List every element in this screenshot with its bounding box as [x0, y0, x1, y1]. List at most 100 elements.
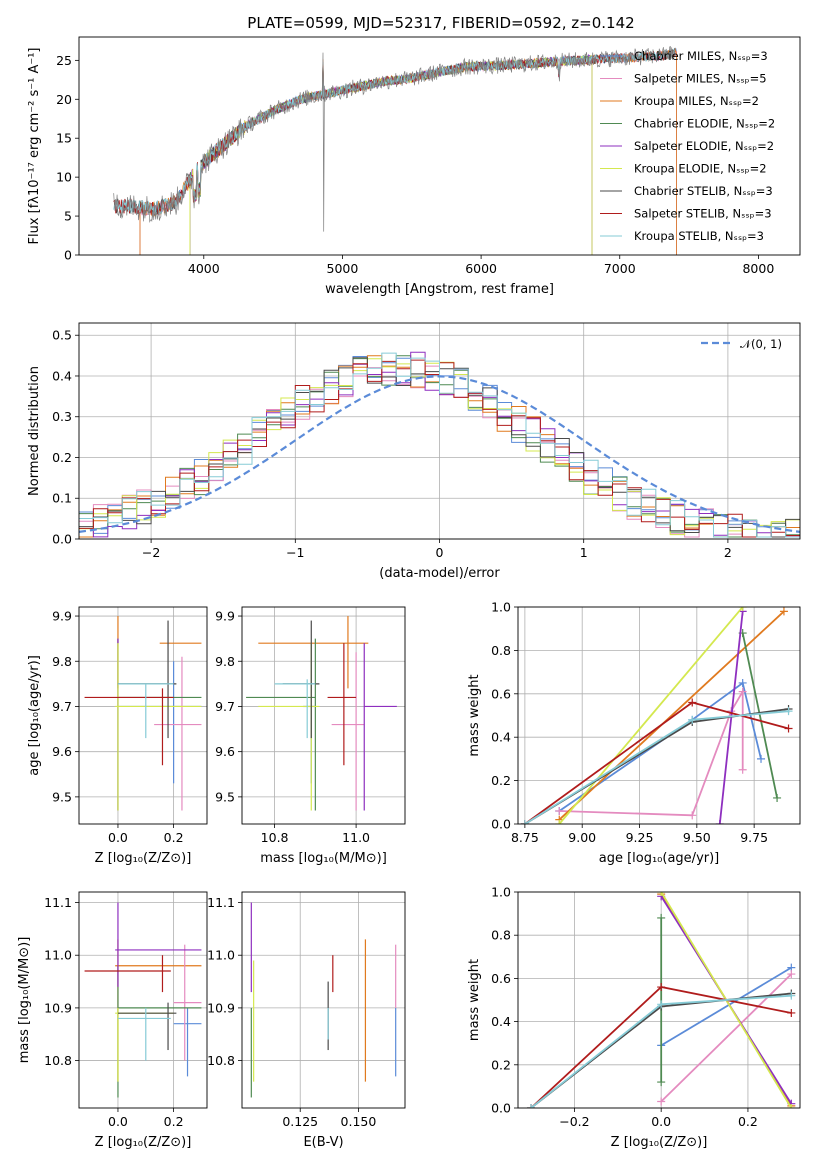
y-tick-label: 25 [56, 53, 72, 68]
y-tick-label: 0.8 [491, 928, 511, 943]
x-tick-label: 0.2 [738, 1114, 758, 1129]
y-tick-label: 11.1 [207, 895, 235, 910]
data-spectrum [113, 45, 676, 232]
x-tick-label: 11.0 [342, 830, 370, 845]
mass-weight-point-kroupa_stelib [784, 707, 793, 716]
mass-weight-line-salpeter_elodie [718, 611, 744, 824]
plot-area-massweight_vs_Z [527, 892, 796, 1108]
plot-area-mass_vs_Z [84, 902, 202, 1098]
y-tick-label: 20 [56, 92, 72, 107]
mass-weight-point-salpeter_miles [738, 687, 747, 696]
model-spectrum-kroupa_elodie [189, 55, 593, 255]
y-tick-label: 9.8 [52, 654, 72, 669]
y-tick-label: 9.9 [52, 609, 72, 624]
x-tick-label: 0.2 [164, 830, 184, 845]
legend: 𝒩(0, 1) [701, 337, 782, 351]
figure-title: PLATE=0599, MJD=52317, FIBERID=0592, z=0… [247, 14, 634, 32]
y-tick-label: 9.8 [215, 654, 235, 669]
mass-weight-point-salpeter_stelib [787, 1008, 796, 1017]
mass-weight-point-kroupa_miles [779, 607, 788, 616]
mass-weight-point-kroupa_elodie [555, 820, 564, 824]
axes-residuals: −2 −1 0 1 2 0.0 0.1 0.2 0.3 0.4 0.5 (data-model)/er… [27, 322, 801, 581]
axes-age_vs_Z: 0.0 0.2 9.5 9.6 9.7 9.8 9.9 Z [log₁₀(Z/Z⊙)] age … [27, 606, 208, 866]
axes-mass_vs_ebv: 0.125 0.150 10.8 10.9 11.0 11.1 E(B-V) [207, 891, 406, 1150]
mass-weight-point-chabrier_elodie [773, 793, 782, 802]
y-tick-label: 10.8 [44, 1053, 72, 1068]
mass-weight-point-salpeter_stelib [688, 698, 697, 707]
x-tick-label: 0.0 [108, 830, 128, 845]
axes-frame [517, 891, 801, 1109]
x-tick-label: 7000 [604, 261, 636, 276]
x-tick-label: 0.2 [164, 1114, 184, 1129]
x-tick-label: 0.150 [341, 1114, 377, 1129]
y-tick-label: 0.8 [491, 643, 511, 658]
x-tick-label: 8.75 [511, 830, 539, 845]
gaussian-reference-curve [79, 375, 800, 533]
mass-weight-line-salpeter_stelib [524, 701, 789, 824]
mass-weight-point-kroupa_elodie [738, 607, 747, 611]
x-tick-label: 8000 [742, 261, 774, 276]
y-tick-label: 9.5 [52, 789, 72, 804]
x-axis-label: wavelength [Angstrom, rest frame] [325, 282, 554, 297]
axes-frame [78, 36, 801, 256]
legend: Chabrier MILES, Nₛₛₚ=3 Salpeter MILES, Nₛ… [600, 49, 775, 243]
axes-massweight_vs_age: 8.75 9.00 9.25 9.50 9.75 0.0 0.2 0.4 0.6 0.8 1.0 ag… [467, 600, 801, 866]
y-tick-label: 0.6 [491, 971, 511, 986]
axes-mass_vs_Z: 0.0 0.2 10.8 10.9 11.0 11.1 Z [log₁₀(Z/Z⊙)] mas… [17, 891, 208, 1150]
y-tick-label: 0.4 [491, 1014, 511, 1029]
x-tick-label: 5000 [327, 261, 359, 276]
y-tick-label: 10 [56, 170, 72, 185]
legend-label: 𝒩(0, 1) [740, 337, 782, 351]
mass-weight-point-salpeter_miles [738, 765, 747, 774]
residual-histogram-kroupa_stelib [79, 352, 800, 538]
y-tick-label: 9.7 [52, 699, 72, 714]
legend-label: Salpeter MILES, Nₛₛₚ=5 [634, 72, 767, 86]
y-axis-label: mass weight [467, 959, 482, 1041]
x-tick-label: −2 [142, 545, 160, 560]
x-tick-label: −1 [286, 545, 304, 560]
model-spectrum-chabrier_elodie [189, 55, 593, 255]
y-tick-label: 0.1 [52, 491, 72, 506]
plot-area-spectrum [113, 45, 677, 255]
mass-weight-point-salpeter_elodie [715, 820, 724, 824]
mass-weight-point-salpeter_stelib [784, 724, 793, 733]
x-tick-label: 0.0 [651, 1114, 671, 1129]
y-tick-label: 15 [56, 131, 72, 146]
y-tick-label: 0.4 [52, 368, 72, 383]
x-tick-label: −0.2 [559, 1114, 589, 1129]
axes-frame [241, 891, 406, 1109]
y-tick-label: 11.1 [44, 895, 72, 910]
x-tick-label: 10.8 [261, 830, 289, 845]
x-tick-label: 9.00 [568, 830, 596, 845]
axes-frame [241, 606, 406, 825]
mass-weight-point-chabrier_elodie [657, 1078, 666, 1087]
axes-age_vs_mass: 10.8 11.0 9.5 9.6 9.7 9.8 9.9 mass [log₁₀(M/M⊙)… [215, 606, 406, 866]
legend-label: Salpeter ELODIE, Nₛₛₚ=2 [634, 139, 774, 153]
x-axis-label: E(B-V) [303, 1135, 343, 1150]
y-tick-label: 0.2 [491, 773, 511, 788]
y-tick-label: 5 [64, 209, 72, 224]
x-axis-label: Z [log₁₀(Z/Z⊙)] [95, 851, 192, 866]
mass-weight-line-kroupa_miles [558, 610, 785, 821]
mass-weight-point-salpeter_stelib [657, 983, 666, 992]
mass-weight-point-salpeter_miles [688, 811, 697, 820]
y-axis-label: Normed distribution [27, 366, 42, 496]
y-tick-label: 0.2 [52, 450, 72, 465]
y-tick-label: 9.5 [215, 789, 235, 804]
mass-weight-point-kroupa_stelib [520, 820, 529, 824]
x-tick-label: 2 [724, 545, 732, 560]
y-tick-label: 1.0 [491, 600, 511, 615]
x-axis-label: Z [log₁₀(Z/Z⊙)] [95, 1135, 192, 1150]
y-tick-label: 0.2 [491, 1057, 511, 1072]
y-tick-label: 9.7 [215, 699, 235, 714]
y-tick-label: 10.9 [44, 1000, 72, 1015]
mass-weight-point-kroupa_stelib [657, 1000, 666, 1009]
mass-weight-point-salpeter_miles [787, 970, 796, 979]
y-tick-label: 0.0 [52, 532, 72, 547]
x-axis-label: (data-model)/error [379, 566, 500, 581]
y-axis-label: mass weight [467, 674, 482, 756]
plot-area-mass_vs_ebv [250, 902, 397, 1098]
y-tick-label: 10.8 [207, 1053, 235, 1068]
plot-area-age_vs_mass [246, 616, 397, 811]
plot-area-residuals [79, 351, 800, 538]
